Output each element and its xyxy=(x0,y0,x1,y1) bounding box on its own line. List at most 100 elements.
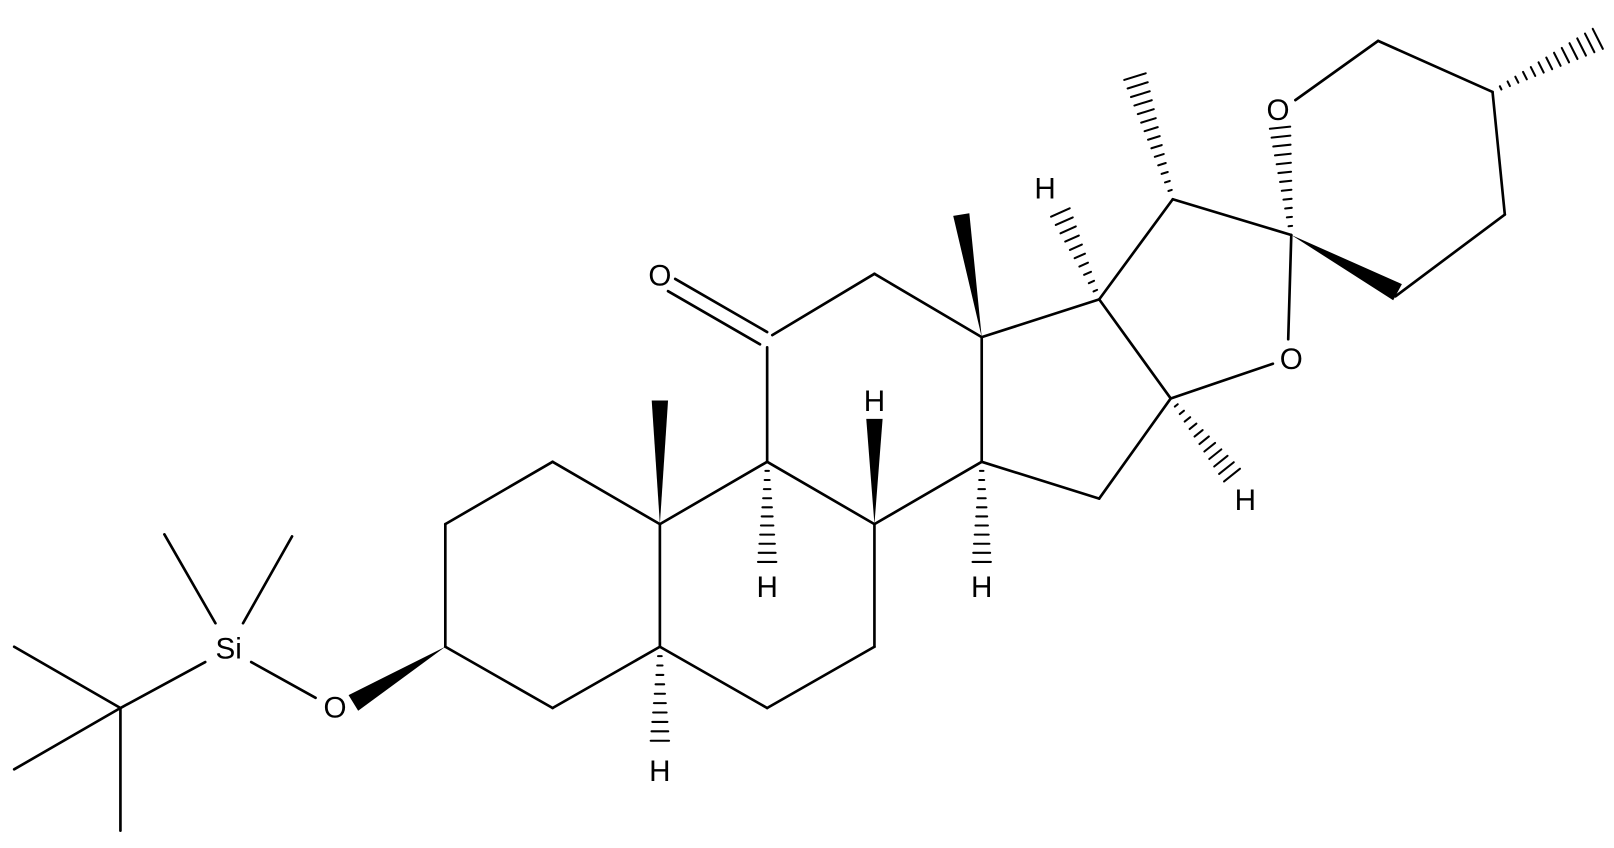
hash-bond xyxy=(1083,270,1093,276)
hash-bond xyxy=(1092,288,1099,293)
hash-bond xyxy=(1560,46,1571,64)
hash-bond xyxy=(1223,467,1242,483)
hash-bond xyxy=(1268,125,1292,130)
hash-bond xyxy=(1545,56,1554,71)
bond xyxy=(873,272,984,339)
hash-bond xyxy=(1208,448,1223,461)
atom-label: H xyxy=(1235,484,1256,517)
hash-bond xyxy=(1275,161,1292,166)
bond xyxy=(980,298,1101,339)
bond xyxy=(1171,197,1293,237)
bond xyxy=(673,277,769,334)
hash-bond xyxy=(1284,206,1293,210)
hash-bond xyxy=(1591,27,1604,50)
bond xyxy=(241,535,294,625)
hash-bond xyxy=(1529,66,1537,77)
hash-bond xyxy=(1552,51,1562,67)
wedge-bond xyxy=(1291,234,1402,301)
wedge-bond xyxy=(651,400,669,525)
bond xyxy=(1097,397,1173,500)
hash-bond xyxy=(1157,162,1167,167)
bond xyxy=(551,645,662,710)
atom-label: O xyxy=(1266,94,1289,127)
bond xyxy=(443,645,554,710)
hash-bond xyxy=(1280,188,1293,192)
hash-bond xyxy=(1213,454,1229,468)
hash-bond xyxy=(1153,153,1165,158)
hash-bond xyxy=(1160,170,1169,175)
wedge-bond xyxy=(348,646,446,711)
atom-label: H xyxy=(864,385,885,418)
bond xyxy=(443,460,554,526)
hash-bond xyxy=(1054,216,1074,227)
bond xyxy=(249,660,317,700)
hash-bond xyxy=(1277,170,1293,175)
hash-bond xyxy=(1136,108,1155,116)
hash-bond xyxy=(1178,409,1185,416)
bond xyxy=(1286,233,1293,341)
atom-label: H xyxy=(971,571,992,604)
bond xyxy=(119,660,207,710)
hash-bond xyxy=(1568,42,1579,61)
hash-bond xyxy=(1282,197,1293,201)
atom-label: H xyxy=(756,571,777,604)
hash-bond xyxy=(1193,429,1204,438)
wedge-bond xyxy=(866,418,883,525)
hash-bond xyxy=(1522,70,1528,81)
bonds xyxy=(12,27,1604,832)
atom-label: O xyxy=(648,259,671,292)
atom-label: Si xyxy=(216,632,242,665)
bond xyxy=(765,460,876,526)
hash-bond xyxy=(1506,80,1511,88)
bond xyxy=(1491,90,1507,216)
bond xyxy=(1097,298,1173,400)
hash-bond xyxy=(1273,152,1292,157)
hash-bond xyxy=(1087,279,1096,285)
hash-bond xyxy=(1064,234,1080,243)
hash-bond xyxy=(1167,188,1173,193)
bond xyxy=(1394,213,1507,298)
hash-bond xyxy=(1140,117,1157,124)
hash-bond xyxy=(1123,72,1147,81)
bond xyxy=(551,460,662,526)
hash-bond xyxy=(1218,461,1235,476)
bond xyxy=(666,289,762,346)
bond xyxy=(12,706,122,771)
atom-label: O xyxy=(1280,343,1303,376)
hash-bond xyxy=(1150,144,1163,150)
atom-label: O xyxy=(323,692,346,725)
hash-bond xyxy=(1285,215,1293,219)
bond xyxy=(12,645,122,710)
hash-bond xyxy=(1129,90,1151,99)
bond xyxy=(163,533,217,625)
hash-bond xyxy=(1126,81,1149,90)
hash-bond xyxy=(1270,134,1292,139)
hash-bond xyxy=(1078,261,1089,268)
bond xyxy=(658,645,769,710)
hash-bond xyxy=(1143,126,1159,133)
hash-bond xyxy=(1068,243,1083,251)
hash-bond xyxy=(1514,75,1520,84)
bond xyxy=(765,645,876,710)
hash-bond xyxy=(1146,135,1161,141)
hash-bond xyxy=(1576,37,1587,57)
bond xyxy=(980,460,1101,500)
hash-bond xyxy=(1498,85,1503,91)
hash-bond xyxy=(1073,252,1086,260)
hash-bond xyxy=(1279,179,1293,183)
atom-label: H xyxy=(1034,173,1055,206)
hash-bond xyxy=(1203,441,1217,453)
bond xyxy=(1294,39,1380,102)
hash-bond xyxy=(1050,207,1071,218)
bond xyxy=(873,460,984,526)
bond xyxy=(770,272,876,337)
hash-bond xyxy=(1537,61,1545,74)
hash-bond xyxy=(1133,99,1153,107)
hash-bond xyxy=(1173,403,1179,408)
hash-bond xyxy=(1583,32,1596,54)
atom-label: H xyxy=(649,755,670,788)
hash-bond xyxy=(1163,179,1171,184)
hash-bond xyxy=(1059,225,1077,235)
